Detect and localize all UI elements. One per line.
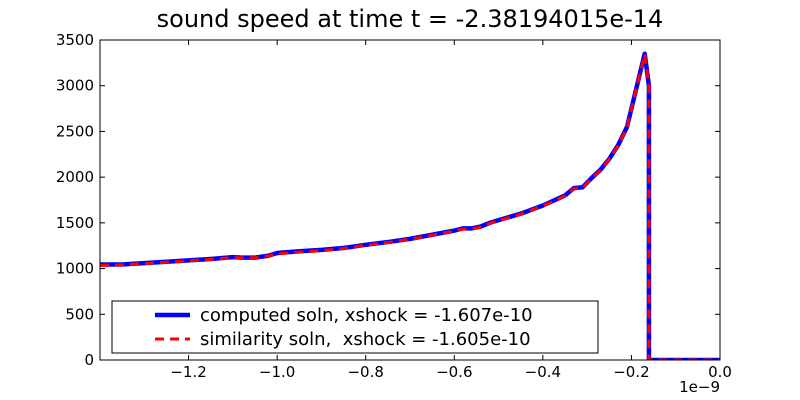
y-axis: 0 500 1000 1500 2000 2500 3000 3500: [56, 31, 720, 369]
x-tick-label: −0.4: [525, 363, 561, 381]
x-tick-label: 0.0: [708, 363, 732, 381]
legend-label-1: computed soln, xshock = -1.607e-10: [200, 305, 533, 326]
plot-frame: [99, 39, 721, 361]
y-tick-label: 2000: [56, 168, 94, 186]
y-tick-label: 3000: [56, 77, 94, 95]
y-tick-label: 500: [65, 305, 94, 323]
x-axis: −1.2 −1.0 −0.8 −0.6 −0.4 −0.2 0.0: [170, 40, 732, 381]
plot-area: [99, 39, 721, 361]
x-axis-offset-label: 1e−9: [679, 378, 720, 396]
y-tick-label: 3500: [56, 31, 94, 49]
legend-label-2: similarity soln, xshock = -1.605e-10: [200, 329, 531, 350]
y-tick-label: 1000: [56, 260, 94, 278]
x-tick-label: −0.6: [436, 363, 472, 381]
legend-box: [111, 300, 599, 354]
series-line-2: [100, 52, 720, 360]
y-tick-label: 0: [84, 351, 94, 369]
legend: computed soln, xshock = -1.607e-10 simila…: [111, 300, 599, 354]
chart-title: sound speed at time t = -2.38194015e-14: [157, 5, 664, 33]
y-tick-label: 1500: [56, 214, 94, 232]
y-tick-label: 2500: [56, 122, 94, 140]
x-tick-label: −1.2: [170, 363, 206, 381]
x-tick-label: −0.2: [613, 363, 649, 381]
x-tick-label: −1.0: [259, 363, 295, 381]
x-tick-label: −0.8: [347, 363, 383, 381]
